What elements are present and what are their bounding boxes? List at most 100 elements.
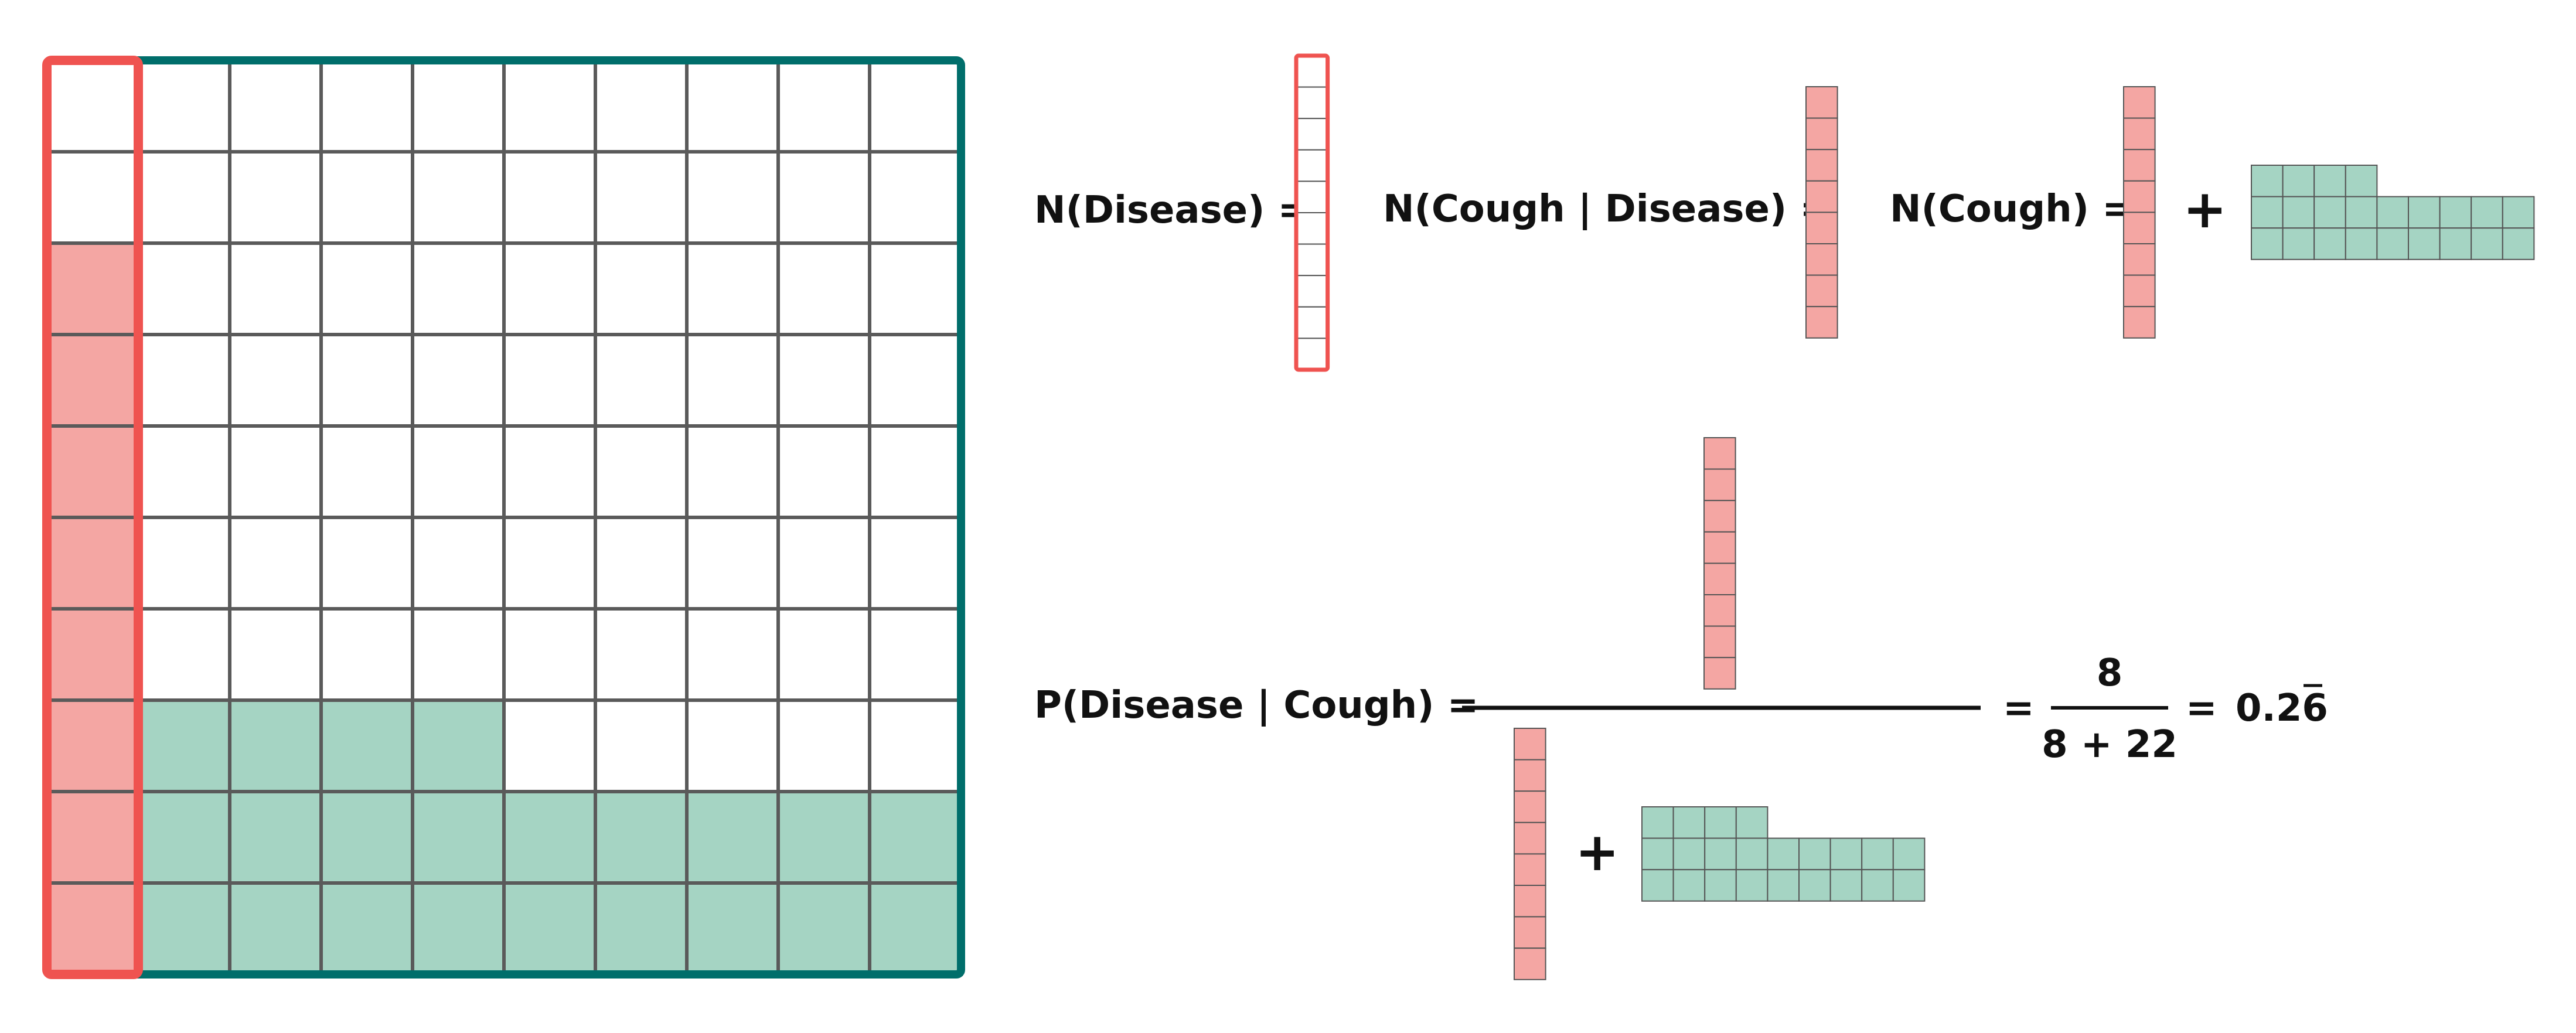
grid-cell — [228, 241, 323, 336]
disease-column-outline — [42, 56, 143, 979]
grid-cell — [594, 881, 689, 976]
unit-block — [1798, 837, 1831, 871]
grid-cell — [45, 790, 140, 885]
unit-block — [2313, 227, 2346, 260]
grid-cell — [45, 150, 140, 245]
unit-block — [1805, 274, 1838, 308]
grid-cell — [594, 333, 689, 428]
unit-block — [1296, 212, 1328, 245]
grid-cell — [776, 881, 871, 976]
grid-cell — [411, 150, 506, 245]
unit-block — [1514, 885, 1546, 918]
unit-block — [1892, 869, 1926, 902]
n-cough-no-disease-blocks — [2251, 165, 2535, 260]
grid-cell — [685, 790, 780, 885]
grid-cell — [685, 333, 780, 428]
grid-cell — [319, 607, 414, 702]
grid-cell — [868, 424, 963, 519]
grid-cell — [685, 59, 780, 154]
grid-cell — [868, 881, 963, 976]
unit-block — [1296, 243, 1328, 277]
grid-cell — [594, 424, 689, 519]
probability-equation: P(Disease | Cough) = + = 8 8 + 22 = 0.26 — [1034, 437, 2328, 980]
unit-block — [1703, 657, 1736, 690]
equation-row: N(Disease) = N(Cough | Disease) = N(Coug… — [1034, 53, 2535, 372]
grid-cell — [776, 790, 871, 885]
unit-block — [1805, 180, 1838, 213]
unit-block — [1703, 468, 1736, 502]
grid-cell — [502, 241, 597, 336]
grid-cell — [868, 150, 963, 245]
grid-cell — [776, 150, 871, 245]
label-n-cough-given-disease: N(Cough | Disease) = — [1383, 187, 1831, 231]
unit-block — [1296, 275, 1328, 308]
unit-block — [2345, 165, 2378, 197]
grid-cell — [411, 424, 506, 519]
label-p-disease-given-cough: P(Disease | Cough) = — [1034, 684, 1478, 727]
grid-cell — [319, 241, 414, 336]
grid-cell — [45, 516, 140, 611]
grid-cell — [502, 698, 597, 793]
unit-block — [1703, 594, 1736, 627]
unit-block — [2376, 227, 2409, 260]
grid-cell — [228, 881, 323, 976]
unit-block — [1735, 806, 1769, 839]
unit-block — [1829, 837, 1863, 871]
unit-block — [1703, 531, 1736, 564]
grid-cell — [685, 150, 780, 245]
grid-cell — [594, 241, 689, 336]
grid-cell — [685, 424, 780, 519]
grid-cell — [137, 607, 231, 702]
grid-cell — [685, 241, 780, 336]
grid-cell — [319, 59, 414, 154]
grid-cell — [137, 424, 231, 519]
unit-block — [2123, 243, 2156, 276]
grid-cell — [319, 150, 414, 245]
grid-cell — [685, 698, 780, 793]
unit-block — [1703, 500, 1736, 533]
grid-cell — [594, 59, 689, 154]
grid-cell — [594, 150, 689, 245]
unit-block — [2408, 196, 2441, 229]
grid-cell — [228, 150, 323, 245]
unit-block — [2123, 86, 2156, 119]
grid-cell — [45, 698, 140, 793]
unit-block — [2408, 227, 2441, 260]
unit-block — [1805, 306, 1838, 339]
grid-cell — [776, 59, 871, 154]
block-outline — [1294, 53, 1330, 372]
unit-block — [2251, 227, 2284, 260]
population-grid — [42, 56, 965, 979]
grid-cell — [411, 607, 506, 702]
grid-cell — [776, 241, 871, 336]
unit-block — [1704, 837, 1737, 871]
unit-block — [1767, 869, 1800, 902]
grid-cell — [319, 333, 414, 428]
denominator-value: 8 + 22 — [2042, 723, 2178, 766]
grid-cell — [137, 881, 231, 976]
unit-block — [1735, 869, 1769, 902]
unit-block — [2251, 196, 2284, 229]
unit-block — [1892, 837, 1926, 871]
grid-cell — [411, 241, 506, 336]
unit-block — [2345, 196, 2378, 229]
unit-block — [1296, 337, 1328, 371]
unit-block — [1296, 306, 1328, 339]
unit-block — [2123, 149, 2156, 182]
grid-cell — [45, 241, 140, 336]
unit-block — [1641, 806, 1674, 839]
label-n-cough: N(Cough) = — [1890, 187, 2134, 231]
unit-block — [1514, 916, 1546, 949]
grid-cell — [411, 333, 506, 428]
unit-block — [1703, 437, 1736, 470]
grid-cell — [228, 424, 323, 519]
unit-block — [1861, 837, 1894, 871]
numerator-blocks — [1703, 437, 1736, 690]
unit-block — [1703, 562, 1736, 596]
plus-sign-2: + — [1575, 821, 1619, 883]
grid-cell — [502, 59, 597, 154]
grid-cell — [137, 333, 231, 428]
n-cough-disease-blocks — [2123, 86, 2156, 339]
unit-block — [1296, 180, 1328, 213]
grid-cell — [411, 881, 506, 976]
